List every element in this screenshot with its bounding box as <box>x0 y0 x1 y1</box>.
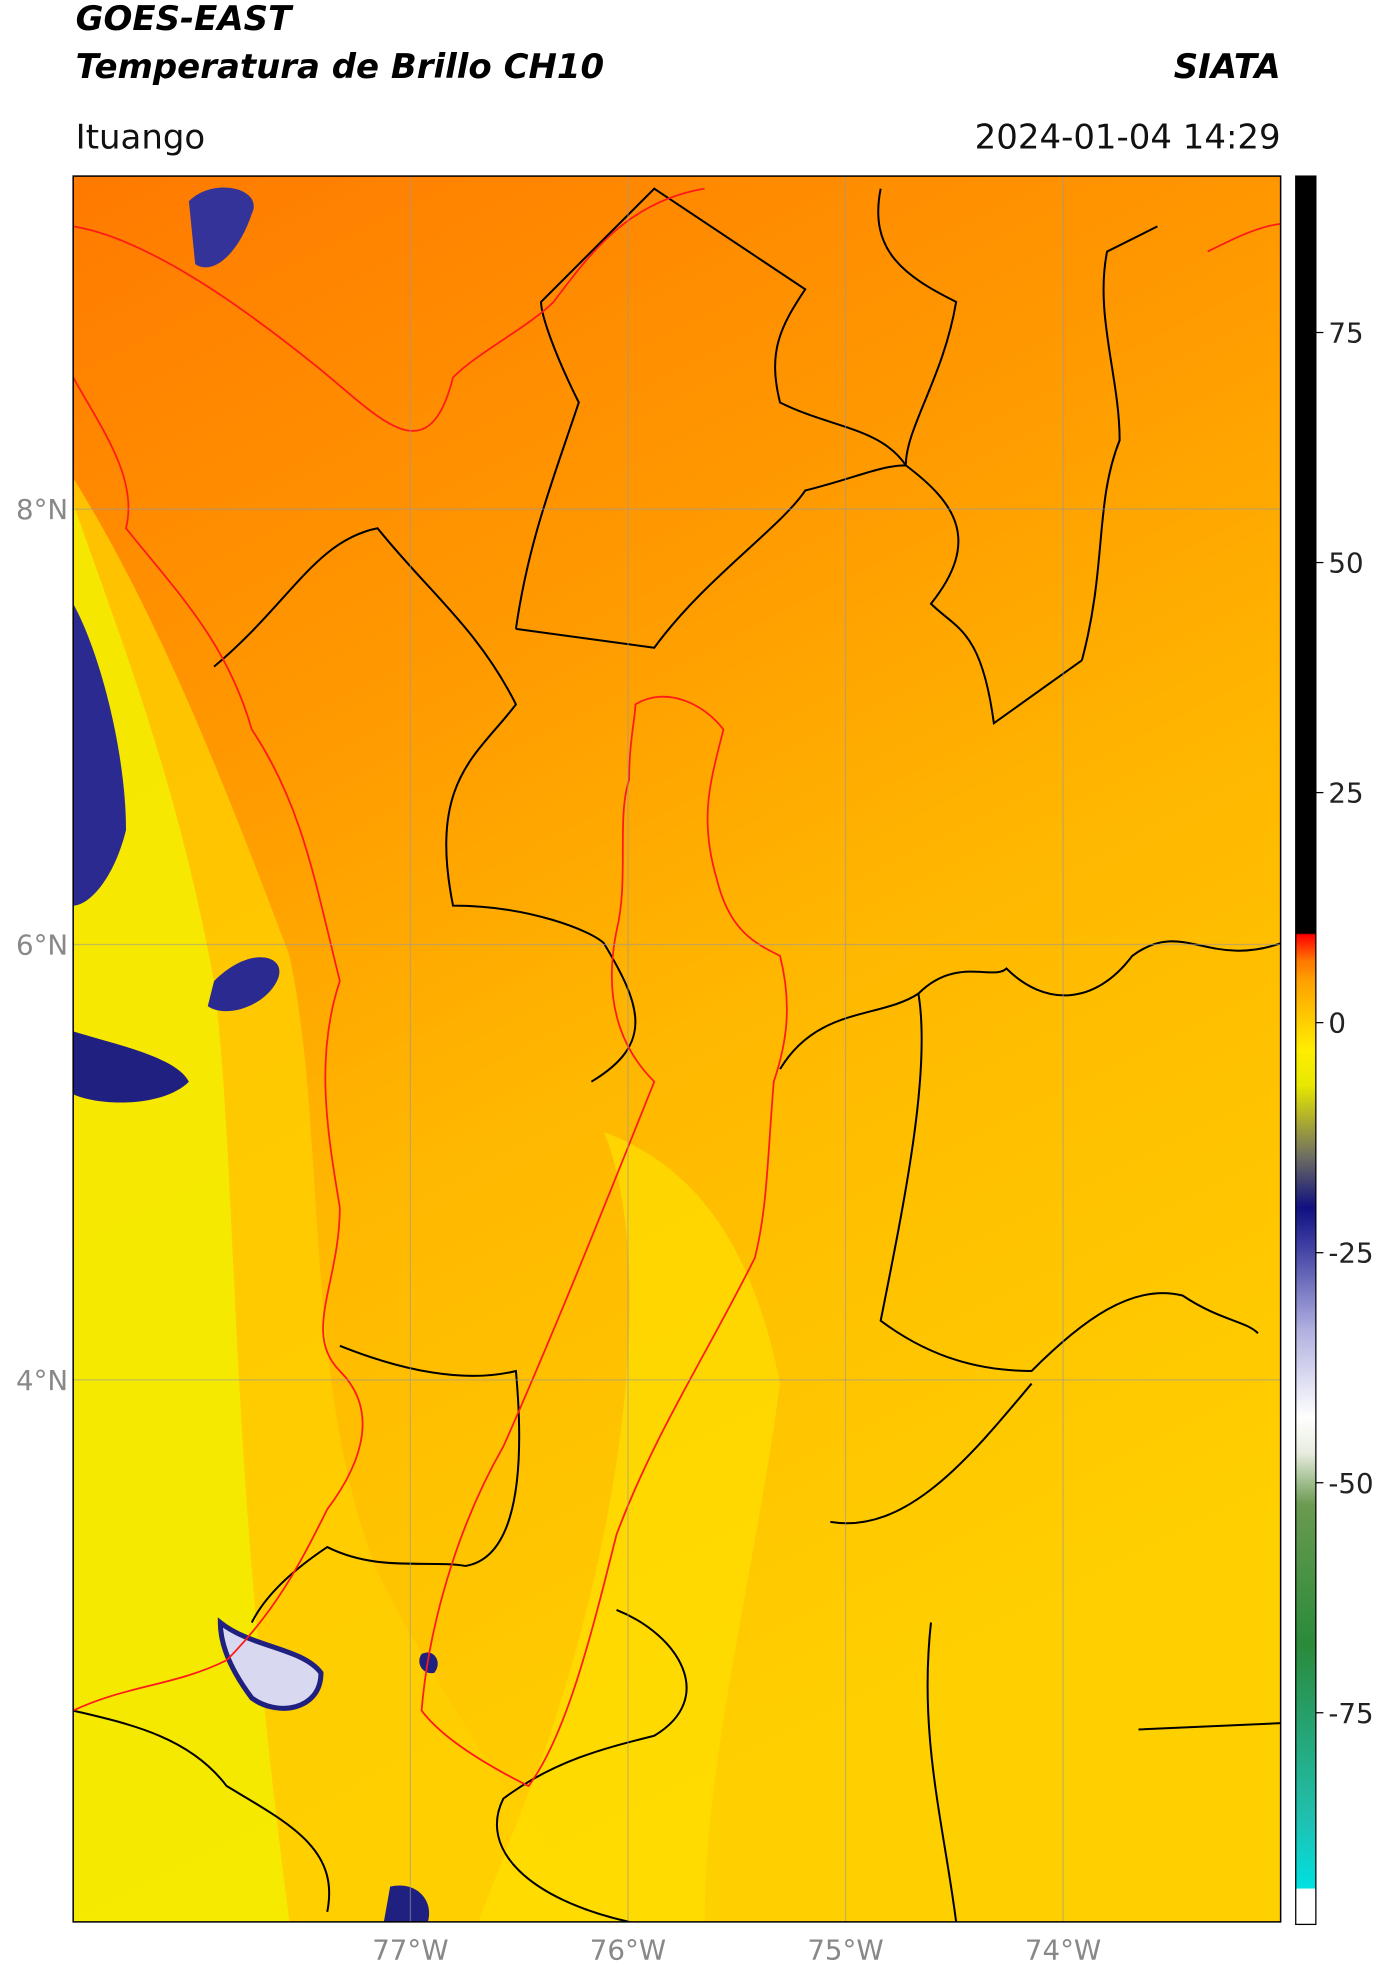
title: GOES-EAST <box>76 0 294 39</box>
colorbar-tick-label: -75 <box>1328 1697 1373 1730</box>
lat-tick-label: 4°N <box>16 1364 68 1397</box>
lat-tick-label: 8°N <box>16 493 68 526</box>
colorbar-tick-label: 0 <box>1328 1007 1346 1040</box>
lon-tick-label: 74°W <box>1025 1934 1101 1967</box>
colorbar-tick-label: 25 <box>1328 777 1363 810</box>
lon-tick-label: 76°W <box>590 1934 666 1967</box>
graticule: 77°W 76°W 75°W 74°W 8°N 6°N 4°N <box>16 176 1281 1967</box>
location: Ituango <box>76 117 206 157</box>
map-image <box>73 176 1281 1922</box>
colorbar <box>1295 175 1317 1926</box>
lon-tick-label: 75°W <box>807 1934 883 1967</box>
lat-tick-label: 6°N <box>16 929 68 962</box>
map-frame <box>72 175 1282 1923</box>
colorbar-tick-label: -50 <box>1328 1467 1373 1500</box>
lon-tick-label: 77°W <box>372 1934 448 1967</box>
colorbar-tick-label: 50 <box>1328 547 1363 580</box>
colorbar-ticks: -75 -50 -25 0 25 50 75 <box>1315 317 1374 1730</box>
colorbar-tick-label: -25 <box>1328 1237 1373 1270</box>
source: SIATA <box>1174 47 1281 87</box>
datetime: 2024-01-04 14:29 <box>975 117 1281 157</box>
colorbar-tick-label: 75 <box>1328 317 1363 350</box>
subtitle: Temperatura de Brillo CH10 <box>76 47 604 87</box>
